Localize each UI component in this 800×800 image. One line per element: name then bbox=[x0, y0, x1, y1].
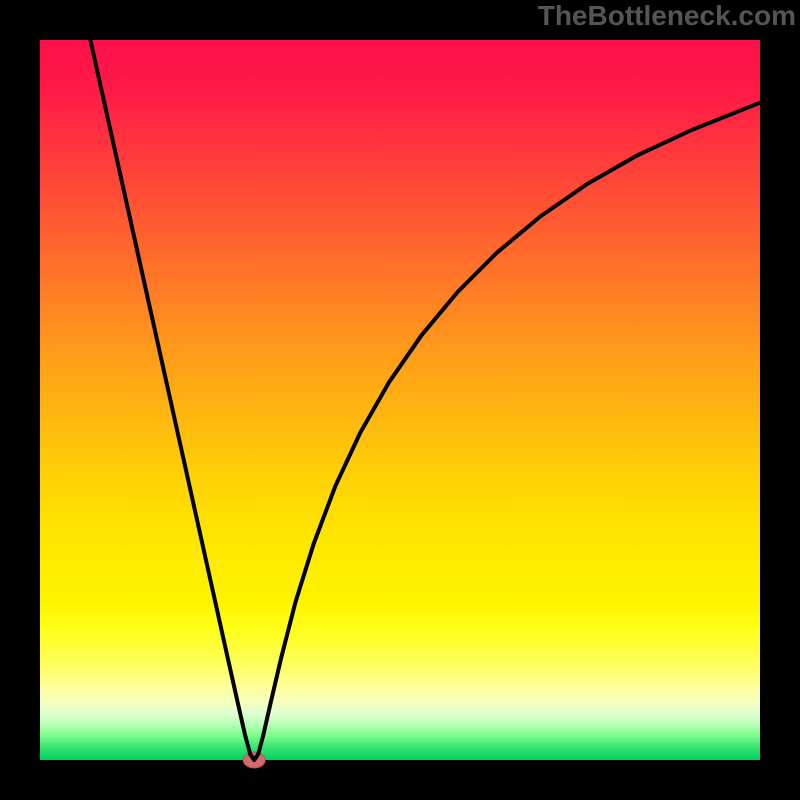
bottleneck-chart bbox=[0, 0, 800, 800]
watermark-label: TheBottleneck.com bbox=[538, 0, 796, 32]
chart-stage: { "watermark": { "text": "TheBottleneck.… bbox=[0, 0, 800, 800]
